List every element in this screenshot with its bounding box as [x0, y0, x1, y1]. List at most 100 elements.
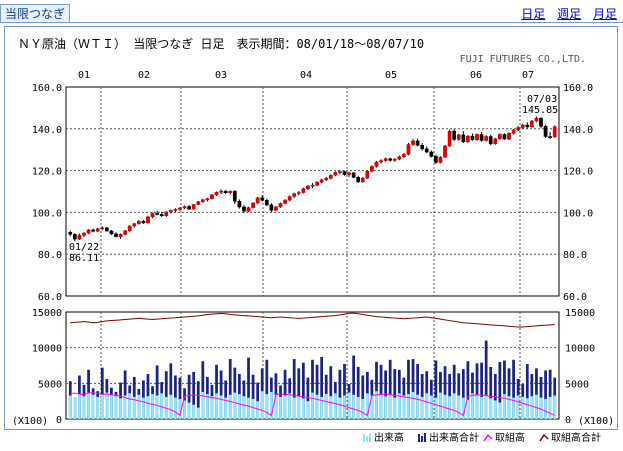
volume-total-bar: [329, 366, 333, 419]
volume-total-bar: [525, 364, 529, 419]
price-tick-right: 120.0: [563, 167, 593, 178]
volume-total-bar: [187, 374, 191, 419]
volume-bar: [132, 396, 136, 419]
volume-total-bar: [155, 365, 159, 419]
candle-body: [484, 136, 489, 141]
open-interest-total-line: [70, 312, 555, 328]
candle-body: [356, 177, 361, 183]
volume-bar: [73, 397, 77, 419]
candle-body: [114, 233, 118, 237]
volume-bar: [192, 404, 196, 419]
volume-bar: [315, 394, 319, 419]
volume-bar: [553, 395, 557, 419]
price-tick-left: 140.0: [32, 125, 62, 136]
candle-body: [232, 191, 237, 202]
candle-body: [91, 229, 95, 232]
volume-bar: [269, 391, 273, 419]
candle-body: [100, 227, 105, 230]
candle-body: [319, 179, 324, 183]
link-daily[interactable]: 日足: [521, 7, 546, 21]
tab-continuous[interactable]: 当限つなぎ: [0, 4, 70, 22]
legend-swatch: [539, 433, 549, 442]
volume-bar: [361, 399, 365, 419]
volume-total-bar: [315, 364, 319, 419]
volume-total-bar: [375, 361, 378, 419]
volume-bar: [114, 396, 118, 419]
volume-total-bar: [311, 359, 314, 419]
volume-bar: [512, 397, 515, 419]
candle-body: [498, 134, 502, 140]
candle-body: [146, 216, 150, 224]
candle-body: [132, 223, 137, 227]
price-tick-right: 160.0: [563, 83, 593, 94]
legend-swatch: [421, 436, 423, 442]
link-weekly[interactable]: 週足: [557, 7, 582, 21]
legend-item: 取組高合計: [551, 431, 601, 444]
candle-body: [447, 130, 452, 147]
volume-bar: [320, 396, 324, 419]
candle-body: [164, 211, 169, 216]
candle-body: [104, 227, 109, 232]
candle-body: [264, 200, 269, 206]
volume-total-bar: [306, 377, 310, 419]
price-tick-left: 100.0: [32, 208, 62, 219]
month-label: 06: [470, 70, 482, 81]
candle-body: [196, 201, 201, 205]
candle-body: [365, 170, 370, 179]
legend-item: 取組高: [495, 431, 525, 444]
volume-bar: [443, 394, 447, 419]
volume-total-bar: [265, 359, 269, 419]
volume-bar: [343, 395, 346, 419]
candle-body: [406, 144, 411, 155]
volume-bar: [333, 393, 337, 419]
volume-bar: [119, 398, 122, 419]
volume-total-bar: [393, 369, 397, 419]
candle-body: [210, 194, 214, 199]
candle-body: [242, 206, 246, 212]
volume-bar: [105, 392, 109, 419]
price-tick-left: 60.0: [38, 292, 62, 303]
volume-bar: [548, 396, 552, 419]
annotation-low-value: 86.11: [69, 253, 99, 264]
volume-bar: [91, 394, 95, 419]
candle-body: [388, 158, 393, 161]
candle-body: [260, 197, 265, 201]
price-grid: [66, 87, 559, 296]
volume-total-bar: [379, 364, 383, 419]
volume-total-bar: [169, 363, 173, 419]
volume-unit-right: (X100): [578, 416, 614, 427]
volume-bar: [466, 399, 470, 419]
price-tick-right: 100.0: [563, 208, 593, 219]
month-label: 02: [138, 70, 150, 81]
candle-body: [118, 234, 123, 237]
volume-total-bar: [228, 359, 232, 419]
candle-body: [470, 135, 475, 140]
volume-bar: [411, 391, 415, 419]
volume-tick-left: 15000: [32, 308, 62, 319]
candle-body: [543, 126, 548, 137]
candle-body: [338, 171, 342, 173]
candle-body: [150, 213, 155, 218]
candle-body: [287, 196, 292, 201]
candle-body: [539, 117, 543, 127]
volume-bar: [160, 393, 164, 419]
volume-bar: [461, 397, 465, 419]
candle-body: [493, 138, 498, 145]
volume-bar: [535, 394, 538, 419]
link-monthly[interactable]: 月足: [592, 7, 617, 21]
volume-bar: [228, 394, 232, 419]
candle-body: [292, 193, 297, 197]
price-tick-right: 140.0: [563, 125, 593, 136]
legend-swatch: [366, 436, 368, 442]
candle-body: [77, 235, 82, 240]
volume-tick-right: 0: [565, 415, 571, 426]
volume-bar: [521, 396, 525, 419]
volume-bar: [110, 394, 113, 419]
candle-body: [397, 156, 402, 160]
annotation-high-value: 145.85: [522, 105, 558, 116]
legend-swatch: [424, 433, 426, 442]
volume-total-bar: [411, 359, 415, 419]
candle-body: [452, 130, 457, 140]
candle-body: [95, 228, 100, 232]
